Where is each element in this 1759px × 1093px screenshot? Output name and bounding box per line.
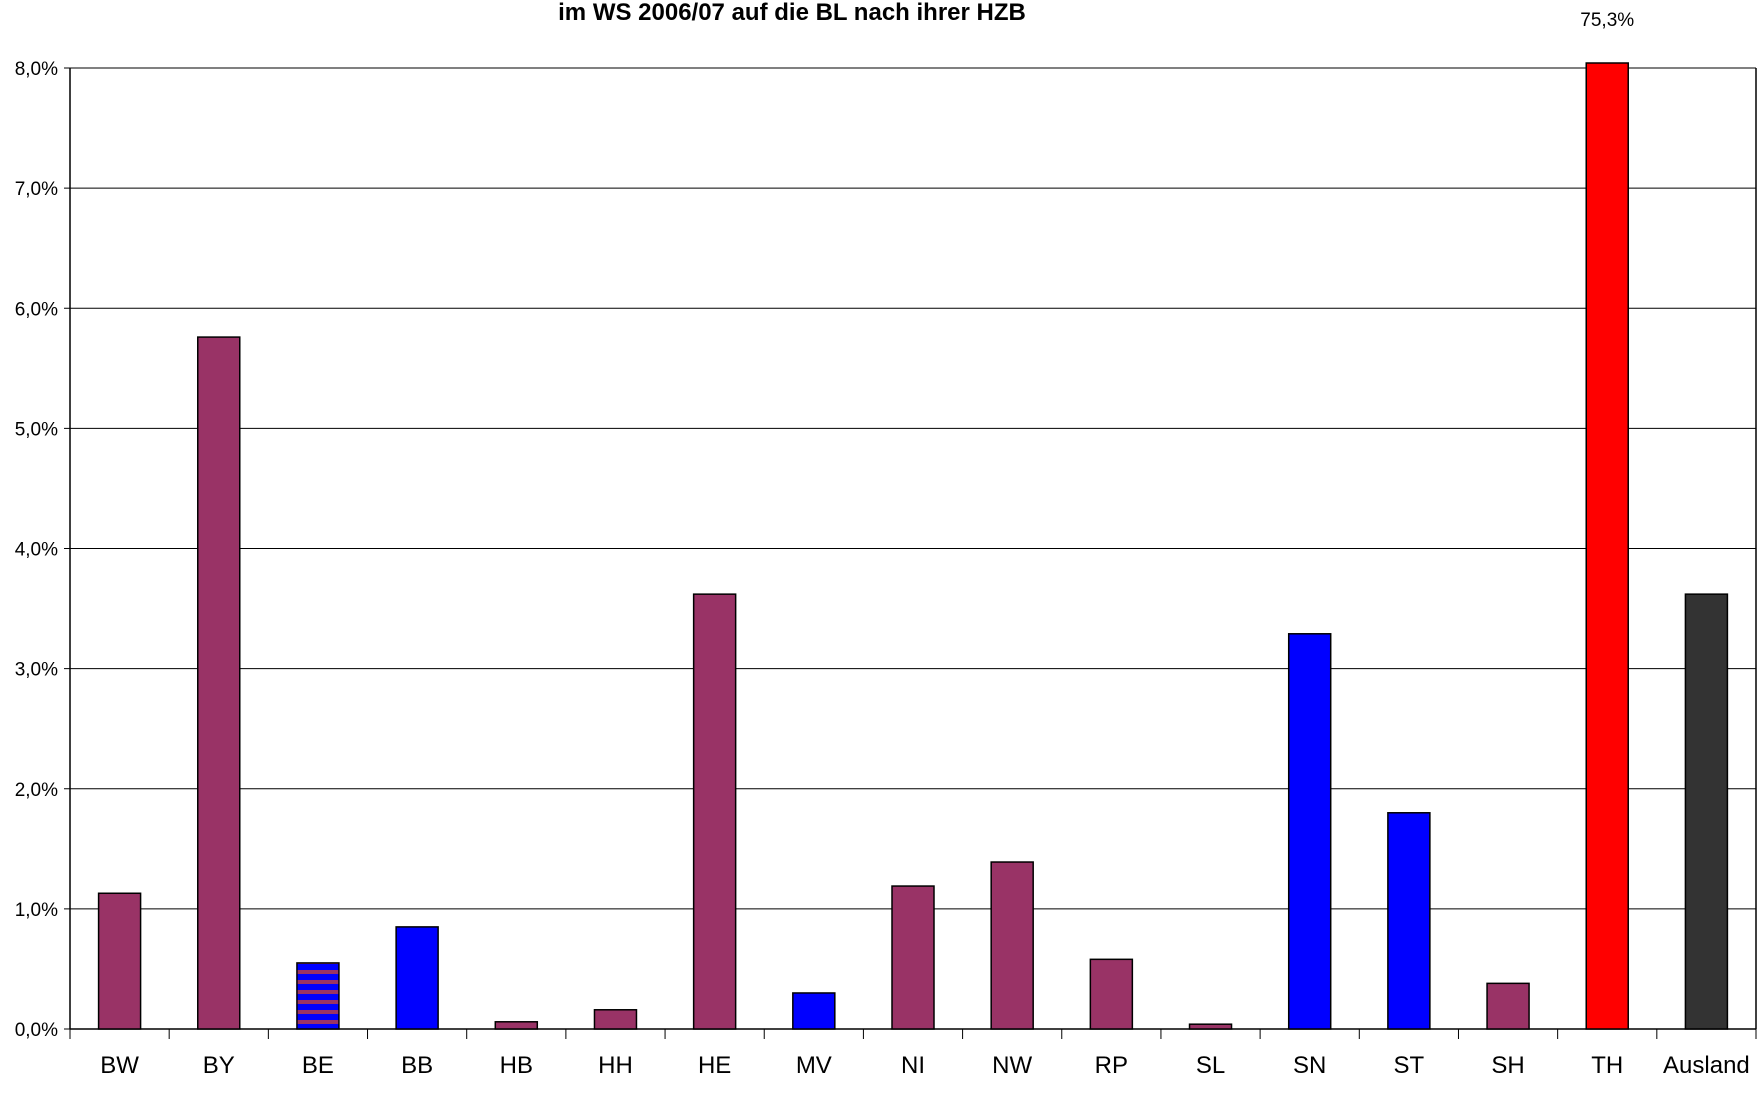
x-tick-label: RP — [1095, 1052, 1128, 1079]
bar-ni — [891, 885, 935, 1030]
bar-bw — [97, 892, 142, 1030]
y-tick-label: 0,0% — [15, 1020, 58, 1041]
x-tick-label: TH — [1591, 1052, 1623, 1079]
chart-title: im WS 2006/07 auf die BL nach ihrer HZB — [558, 0, 1026, 26]
gridlines — [70, 67, 1756, 910]
x-tick-label: HH — [598, 1052, 633, 1079]
y-tick-label: 4,0% — [15, 540, 58, 561]
data-labels: 75,3% — [1580, 10, 1634, 31]
bars — [97, 62, 1729, 1030]
x-tick-label: NW — [992, 1052, 1032, 1079]
y-tick-label: 8,0% — [15, 59, 58, 80]
bar-ausland — [1684, 593, 1729, 1030]
bar-sn — [1287, 633, 1332, 1030]
y-tick-label: 6,0% — [15, 299, 58, 320]
bar-bb — [395, 926, 439, 1030]
bar-mv — [792, 992, 836, 1030]
y-tick-label: 5,0% — [15, 419, 58, 440]
bar-sl — [1188, 1023, 1233, 1030]
bar-he — [692, 593, 737, 1030]
bar-sh — [1486, 982, 1530, 1030]
x-tick-label: HB — [500, 1052, 533, 1079]
y-tick-label: 1,0% — [15, 900, 58, 921]
x-tick-label: MV — [796, 1052, 832, 1079]
bar-rp — [1089, 958, 1134, 1030]
x-tick-label: BE — [302, 1052, 334, 1079]
bar-nw — [990, 861, 1034, 1030]
x-tick-labels: BW BY BE BB HB HH HE MV NI NW RP SL SN ST SH TH Ausland — [100, 1052, 1750, 1079]
x-tick-label: SH — [1491, 1052, 1524, 1079]
y-tick-labels: 0,0% 1,0% 2,0% 3,0% 4,0% 5,0% 6,0% 7,0% 8,0% — [15, 59, 58, 1041]
bar-hh — [593, 1009, 638, 1030]
x-tick-label: SL — [1196, 1052, 1225, 1079]
x-tick-label: BW — [100, 1052, 139, 1079]
x-tick-label: SN — [1293, 1052, 1326, 1079]
y-tick-label: 7,0% — [15, 179, 58, 200]
bar-by — [197, 336, 241, 1030]
data-label: 75,3% — [1580, 10, 1634, 31]
x-tick-label: Ausland — [1663, 1052, 1750, 1079]
bar-be — [296, 962, 340, 1030]
y-tick-label: 2,0% — [15, 780, 58, 801]
bar-th — [1585, 62, 1629, 1030]
x-tick-label: HE — [698, 1052, 731, 1079]
x-tick-label: ST — [1394, 1052, 1425, 1079]
x-tick-label: BY — [203, 1052, 235, 1079]
y-tick-label: 3,0% — [15, 660, 58, 681]
x-tick-label: NI — [901, 1052, 925, 1079]
bar-st — [1387, 812, 1431, 1030]
x-tick-label: BB — [401, 1052, 433, 1079]
bar-hb — [494, 1021, 539, 1030]
